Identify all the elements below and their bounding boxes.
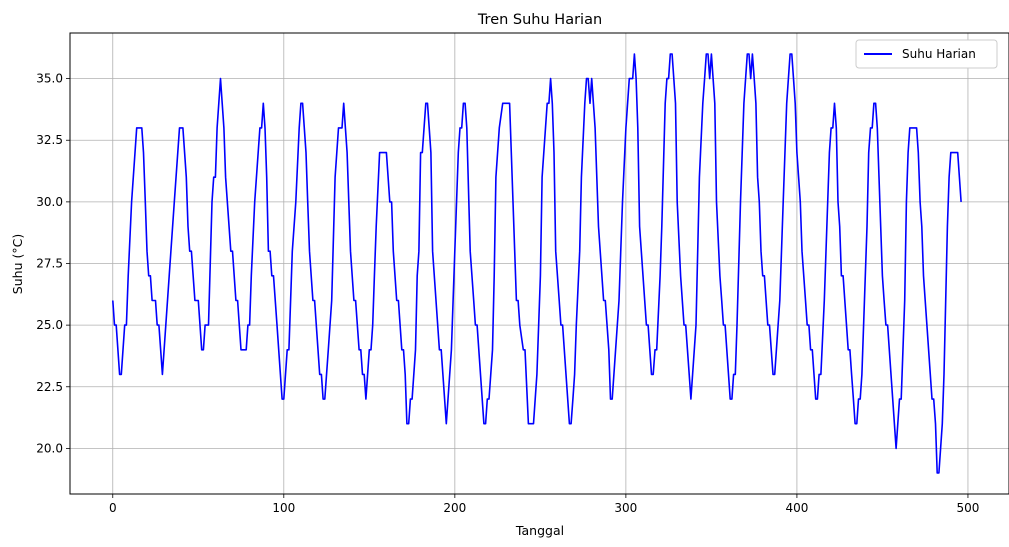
chart-title: Tren Suhu Harian [477, 12, 602, 28]
y-axis: 20.0 22.5 25.0 27.5 30.0 32.5 35.0 [36, 72, 70, 455]
legend: Suhu Harian [855, 39, 998, 69]
x-tick-label: 300 [614, 501, 637, 515]
x-tick-label: 500 [956, 501, 979, 515]
y-tick-label: 27.5 [36, 257, 63, 271]
y-axis-label: Suhu (°C) [10, 234, 25, 294]
x-tick-label: 200 [443, 501, 466, 515]
x-tick-label: 0 [109, 501, 117, 515]
y-tick-label: 25.0 [36, 318, 63, 332]
x-tick-label: 100 [272, 501, 295, 515]
x-axis-label: Tanggal [515, 523, 564, 538]
legend-label-suhu-harian: Suhu Harian [902, 47, 976, 61]
series-layer [112, 53, 962, 474]
y-tick-label: 30.0 [36, 195, 63, 209]
x-axis: 0 100 200 300 400 500 [109, 494, 979, 515]
series-line-suhu-harian [112, 53, 962, 474]
y-tick-label: 35.0 [36, 72, 63, 86]
y-tick-label: 32.5 [36, 133, 63, 147]
x-tick-label: 400 [785, 501, 808, 515]
y-tick-label: 22.5 [36, 380, 63, 394]
y-tick-label: 20.0 [36, 441, 63, 455]
legend-box [855, 39, 998, 69]
